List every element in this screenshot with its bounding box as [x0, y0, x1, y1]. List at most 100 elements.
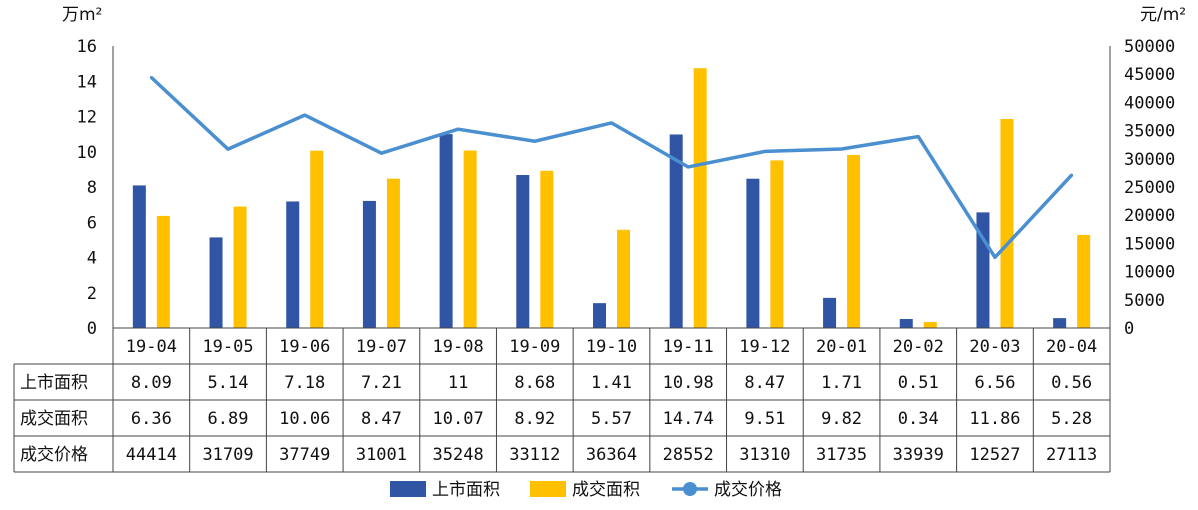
- table-cell: 5.28: [1051, 409, 1092, 429]
- x-tick-label: 19-07: [356, 337, 407, 357]
- price-point: [303, 113, 307, 117]
- bar-listed-area: [1053, 318, 1067, 328]
- legend-swatch: [390, 481, 426, 497]
- x-tick-label: 19-12: [739, 337, 790, 357]
- table-cell: 8.47: [744, 373, 785, 393]
- x-tick-label: 19-08: [433, 337, 484, 357]
- table-row-label: 上市面积: [20, 373, 88, 393]
- bar-listed-area: [132, 185, 146, 328]
- bar-listed-area: [439, 134, 453, 328]
- price-line: [149, 76, 1074, 260]
- price-point: [1070, 173, 1074, 177]
- table-cell: 14.74: [663, 409, 714, 429]
- bar-listed-area: [209, 237, 223, 328]
- bar-sold-area: [847, 154, 861, 328]
- x-tick-label: 19-05: [202, 337, 253, 357]
- table-cell: 36364: [586, 445, 637, 465]
- y-left-tick-label: 10: [77, 143, 97, 163]
- y-left-tick-label: 6: [87, 213, 97, 233]
- bar-listed-area: [823, 297, 837, 328]
- table-row-label: 成交价格: [20, 445, 88, 465]
- table-cell: 7.21: [361, 373, 402, 393]
- bar-sold-area: [310, 150, 324, 328]
- price-point: [379, 151, 383, 155]
- table-cell: 31735: [816, 445, 867, 465]
- price-point: [840, 147, 844, 151]
- bar-sold-area: [1000, 118, 1014, 328]
- table-cell: 37749: [279, 445, 330, 465]
- legend-label: 上市面积: [432, 480, 500, 500]
- y-right-tick-label: 5000: [1124, 291, 1165, 311]
- x-tick-label: 20-03: [969, 337, 1020, 357]
- table-cell: 6.89: [208, 409, 249, 429]
- y-right-tick-label: 35000: [1124, 122, 1175, 142]
- y-left-tick-label: 0: [87, 319, 97, 339]
- y-right-tick-label: 10000: [1124, 263, 1175, 283]
- bar-sold-area: [463, 150, 477, 328]
- table-cell: 0.56: [1051, 373, 1092, 393]
- price-point: [686, 165, 690, 169]
- bar-listed-area: [899, 319, 913, 328]
- price-point: [149, 76, 153, 80]
- x-tick-label: 20-02: [893, 337, 944, 357]
- y-right-tick-label: 15000: [1124, 234, 1175, 254]
- table-cell: 6.36: [131, 409, 172, 429]
- y-left-tick-label: 8: [87, 178, 97, 198]
- bar-sold-area: [693, 68, 707, 329]
- bar-listed-area: [516, 175, 530, 328]
- y-axis-right-ticks: 0 5000 10000 15000 20000 25000 30000 35000 40000…: [1124, 37, 1175, 339]
- legend: 上市面积 成交面积 成交价格: [390, 480, 782, 500]
- y-right-tick-label: 25000: [1124, 178, 1175, 198]
- x-tick-label: 19-06: [279, 337, 330, 357]
- table-cell: 33112: [509, 445, 560, 465]
- bar-sold-area: [233, 206, 247, 328]
- bar-listed-area: [286, 201, 300, 328]
- x-tick-label: 19-09: [509, 337, 560, 357]
- table-cell: 33939: [893, 445, 944, 465]
- bar-sold-area: [1077, 234, 1091, 328]
- table-cell: 7.18: [284, 373, 325, 393]
- bar-marks: [132, 68, 1091, 329]
- bar-sold-area: [540, 170, 554, 328]
- bar-sold-area: [770, 160, 784, 328]
- x-tick-label: 19-10: [586, 337, 637, 357]
- table-cell: 27113: [1046, 445, 1097, 465]
- table-cell: 31709: [202, 445, 253, 465]
- x-tick-label: 19-04: [126, 337, 177, 357]
- y-left-tick-label: 4: [87, 249, 97, 269]
- bar-listed-area: [593, 303, 606, 328]
- legend-label: 成交价格: [714, 480, 782, 500]
- y-right-tick-label: 20000: [1124, 206, 1175, 226]
- bar-sold-area: [617, 229, 630, 328]
- right-axis-unit: 元/m²: [1140, 5, 1186, 25]
- table-cell: 8.09: [131, 373, 172, 393]
- price-point: [993, 255, 997, 259]
- table-cell: 11.86: [969, 409, 1020, 429]
- table-cell: 0.34: [898, 409, 939, 429]
- table-cell: 28552: [663, 445, 714, 465]
- y-left-tick-label: 2: [87, 284, 97, 304]
- table-cell: 11: [448, 373, 468, 393]
- table-cell: 10.06: [279, 409, 330, 429]
- table-cell: 8.68: [514, 373, 555, 393]
- bar-listed-area: [746, 178, 760, 328]
- table-cell: 12527: [969, 445, 1020, 465]
- table-cell: 8.92: [514, 409, 555, 429]
- price-point: [226, 147, 230, 151]
- bar-sold-area: [923, 322, 937, 328]
- table-cell: 5.14: [208, 373, 249, 393]
- y-right-tick-label: 45000: [1124, 65, 1175, 85]
- table-cell: 6.56: [974, 373, 1015, 393]
- table-cell: 35248: [433, 445, 484, 465]
- bar-listed-area: [669, 134, 683, 328]
- price-point: [533, 139, 537, 143]
- table-cell: 0.51: [898, 373, 939, 393]
- y-axis-left-ticks: 0 2 4 6 8 10 12 14 16: [77, 37, 97, 339]
- y-left-tick-label: 12: [77, 108, 97, 128]
- bar-listed-area: [362, 200, 376, 328]
- legend-swatch: [530, 481, 566, 497]
- y-left-tick-label: 16: [77, 37, 97, 57]
- bar-sold-area: [386, 178, 400, 328]
- table-cell: 1.41: [591, 373, 632, 393]
- legend-label: 成交面积: [572, 480, 640, 500]
